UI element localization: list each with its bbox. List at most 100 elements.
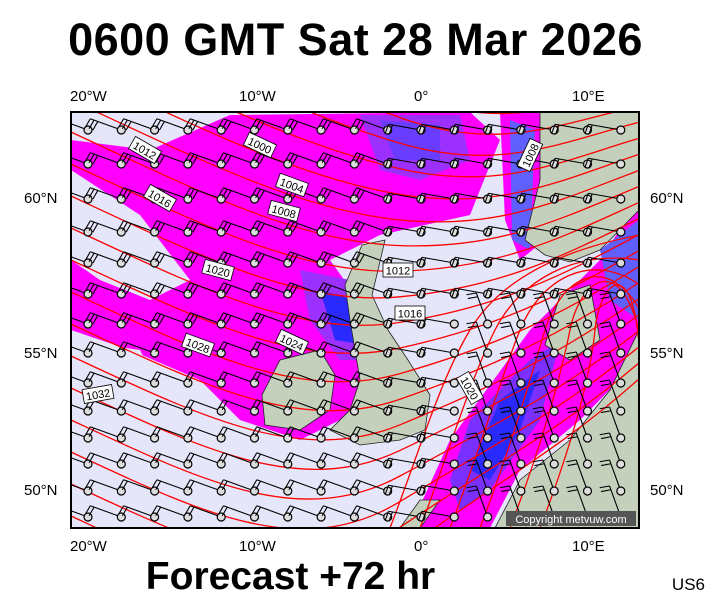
isobar-line	[234, 112, 639, 178]
station-circle	[616, 459, 626, 469]
wind-barb-station	[84, 479, 126, 496]
isobar-line	[71, 249, 639, 354]
station-circle	[582, 433, 593, 443]
station-circle	[616, 289, 626, 299]
wind-barb-station	[499, 351, 526, 388]
wind-barb-station	[84, 312, 126, 329]
wind-barb-station	[417, 376, 459, 388]
wind-barb-station	[184, 152, 226, 169]
wind-barb-station	[566, 379, 593, 416]
isobar-line	[71, 131, 639, 247]
wind-barb-station	[284, 118, 326, 135]
wind-barb-station	[151, 118, 193, 135]
wind-barb-station	[317, 187, 359, 204]
wind-barb-station	[584, 287, 626, 299]
wind-barb-station	[584, 157, 626, 169]
wind-barb-station	[599, 432, 626, 469]
isobar-line	[163, 112, 639, 200]
station-circle	[483, 433, 493, 443]
wind-barb-station	[499, 459, 526, 496]
wind-barb-station	[284, 479, 326, 496]
station-circle	[483, 512, 493, 522]
wind-barb-station	[417, 346, 459, 358]
wind-barb-station	[532, 406, 559, 443]
isobar-label: 1012	[127, 135, 163, 165]
wind-barb-station	[417, 317, 459, 329]
isobar-line	[71, 329, 639, 500]
wind-barb-station	[599, 321, 626, 358]
station-circle	[616, 125, 626, 135]
wind-barb-station	[532, 321, 559, 358]
station-circle	[582, 406, 593, 416]
station-circle	[549, 319, 559, 329]
wind-barb-station	[466, 406, 493, 443]
wind-barb-station	[499, 292, 526, 329]
wind-barb-station	[84, 152, 126, 169]
station-circle	[483, 486, 493, 496]
wind-barb-station	[417, 404, 459, 416]
wind-barb-station	[184, 426, 226, 443]
station-circle	[483, 348, 493, 358]
lon-label-10e-bottom: 10°E	[572, 538, 605, 555]
wind-barb-station	[599, 379, 626, 416]
station-circle	[483, 406, 493, 416]
wind-barb-station	[466, 351, 493, 388]
lon-label-20w-bottom: 20°W	[70, 538, 107, 555]
wind-barb-station	[599, 406, 626, 443]
wind-barb-station	[532, 379, 559, 416]
lat-label-50n-right: 50°N	[650, 482, 684, 499]
station-circle	[516, 348, 526, 358]
map-frame	[70, 111, 640, 529]
station-circle	[483, 319, 493, 329]
wind-barb-station	[599, 459, 626, 496]
station-circle	[483, 378, 493, 388]
station-circle	[449, 348, 459, 358]
isobar-line	[71, 265, 639, 383]
lon-label-10w-bottom: 10°W	[239, 538, 276, 555]
isobar-line	[71, 0, 640, 93]
station-circle	[582, 378, 593, 388]
region-code: US6	[671, 575, 705, 594]
wind-barb-station	[218, 341, 260, 358]
wind-barb-station	[566, 292, 593, 329]
station-circle	[616, 433, 626, 443]
station-circle	[516, 319, 526, 329]
station-circle	[616, 227, 626, 237]
wind-barb-station	[584, 192, 626, 204]
wind-barb-station	[384, 376, 426, 388]
isobar-label-text: 1016	[398, 309, 422, 321]
station-circle	[616, 159, 626, 169]
station-circle	[582, 348, 593, 358]
wind-barb-station	[417, 484, 459, 496]
wind-barb-station	[584, 123, 626, 135]
station-circle	[516, 433, 526, 443]
station-circle	[449, 512, 459, 522]
station-circle	[582, 459, 593, 469]
wind-barb-station	[566, 351, 593, 388]
wind-barb-station	[118, 505, 160, 522]
wind-barb-station	[284, 399, 326, 416]
station-circle	[516, 486, 526, 496]
wind-barb-station	[466, 292, 493, 329]
wind-barb-station	[118, 452, 160, 469]
station-circle	[516, 459, 526, 469]
station-circle	[549, 433, 559, 443]
wind-barb-station	[499, 379, 526, 416]
station-circle	[549, 486, 559, 496]
station-circle	[449, 378, 459, 388]
wind-barb-station	[566, 432, 593, 469]
wind-barb-station	[317, 479, 359, 496]
land-norway	[524, 112, 639, 263]
lon-label-20w: 20°W	[70, 88, 107, 105]
wind-barb-station	[551, 287, 593, 299]
wind-barb-station	[284, 220, 326, 237]
station-circle	[582, 319, 593, 329]
isobar-line	[308, 112, 639, 156]
station-circle	[449, 406, 459, 416]
isobar-line	[71, 345, 639, 528]
wind-barb-station	[284, 426, 326, 443]
wind-barb-station	[466, 321, 493, 358]
lat-label-55n-right: 55°N	[650, 345, 684, 362]
isobar-label: 1016	[394, 305, 426, 321]
